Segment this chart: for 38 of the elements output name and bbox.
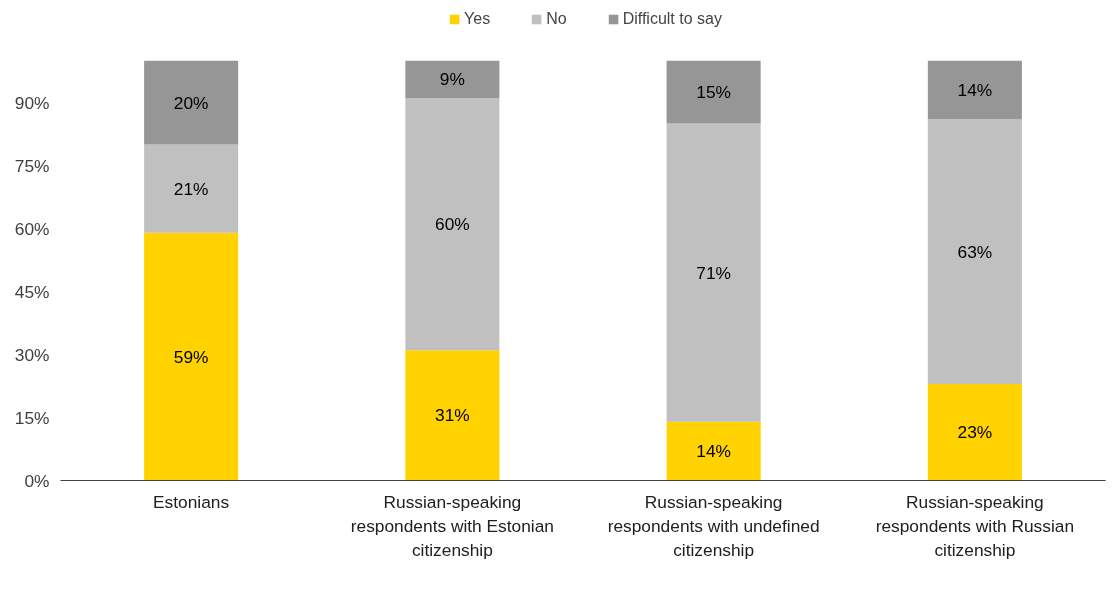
legend-label: No <box>546 10 567 28</box>
y-tick-label: 45% <box>14 281 50 302</box>
bar <box>927 60 1022 120</box>
data-label: 23% <box>957 422 993 443</box>
x-tick-label: Russian-speaking respondents with undefined citizenship <box>607 491 820 560</box>
bar <box>405 60 500 99</box>
bar <box>666 123 761 422</box>
bar <box>927 383 1022 481</box>
bar <box>405 350 500 481</box>
bar <box>666 421 761 481</box>
data-label: 31% <box>435 405 470 426</box>
legend-label: Difficult to say <box>622 10 722 28</box>
bar <box>927 119 1022 384</box>
data-label: 59% <box>173 346 209 367</box>
data-label: 60% <box>435 214 470 235</box>
x-tick-label: Estonians <box>153 491 230 512</box>
data-label: 20% <box>173 92 209 113</box>
bar <box>405 98 500 351</box>
data-label: 14% <box>957 79 993 100</box>
data-label: 21% <box>173 178 209 199</box>
y-tick-label: 0% <box>24 470 50 491</box>
x-tick-label: Russian-speaking respondents with Estonian citizenship <box>350 491 555 560</box>
y-tick-label: 90% <box>14 92 50 113</box>
x-tick-label: Russian-speaking respondents with Russian citizenship <box>875 491 1075 560</box>
y-tick-label: 75% <box>14 155 50 176</box>
y-tick-label: 30% <box>14 344 50 365</box>
legend-label: Yes <box>464 10 491 28</box>
bar <box>666 60 761 124</box>
data-label: 9% <box>439 69 465 90</box>
bar <box>144 144 239 233</box>
data-label: 63% <box>957 241 993 262</box>
y-tick-label: 60% <box>14 218 50 239</box>
y-tick-label: 15% <box>14 407 50 428</box>
data-label: 14% <box>696 441 731 462</box>
data-label: 15% <box>696 82 731 102</box>
bar <box>144 232 239 481</box>
bar <box>144 60 239 145</box>
data-label: 71% <box>696 262 731 283</box>
